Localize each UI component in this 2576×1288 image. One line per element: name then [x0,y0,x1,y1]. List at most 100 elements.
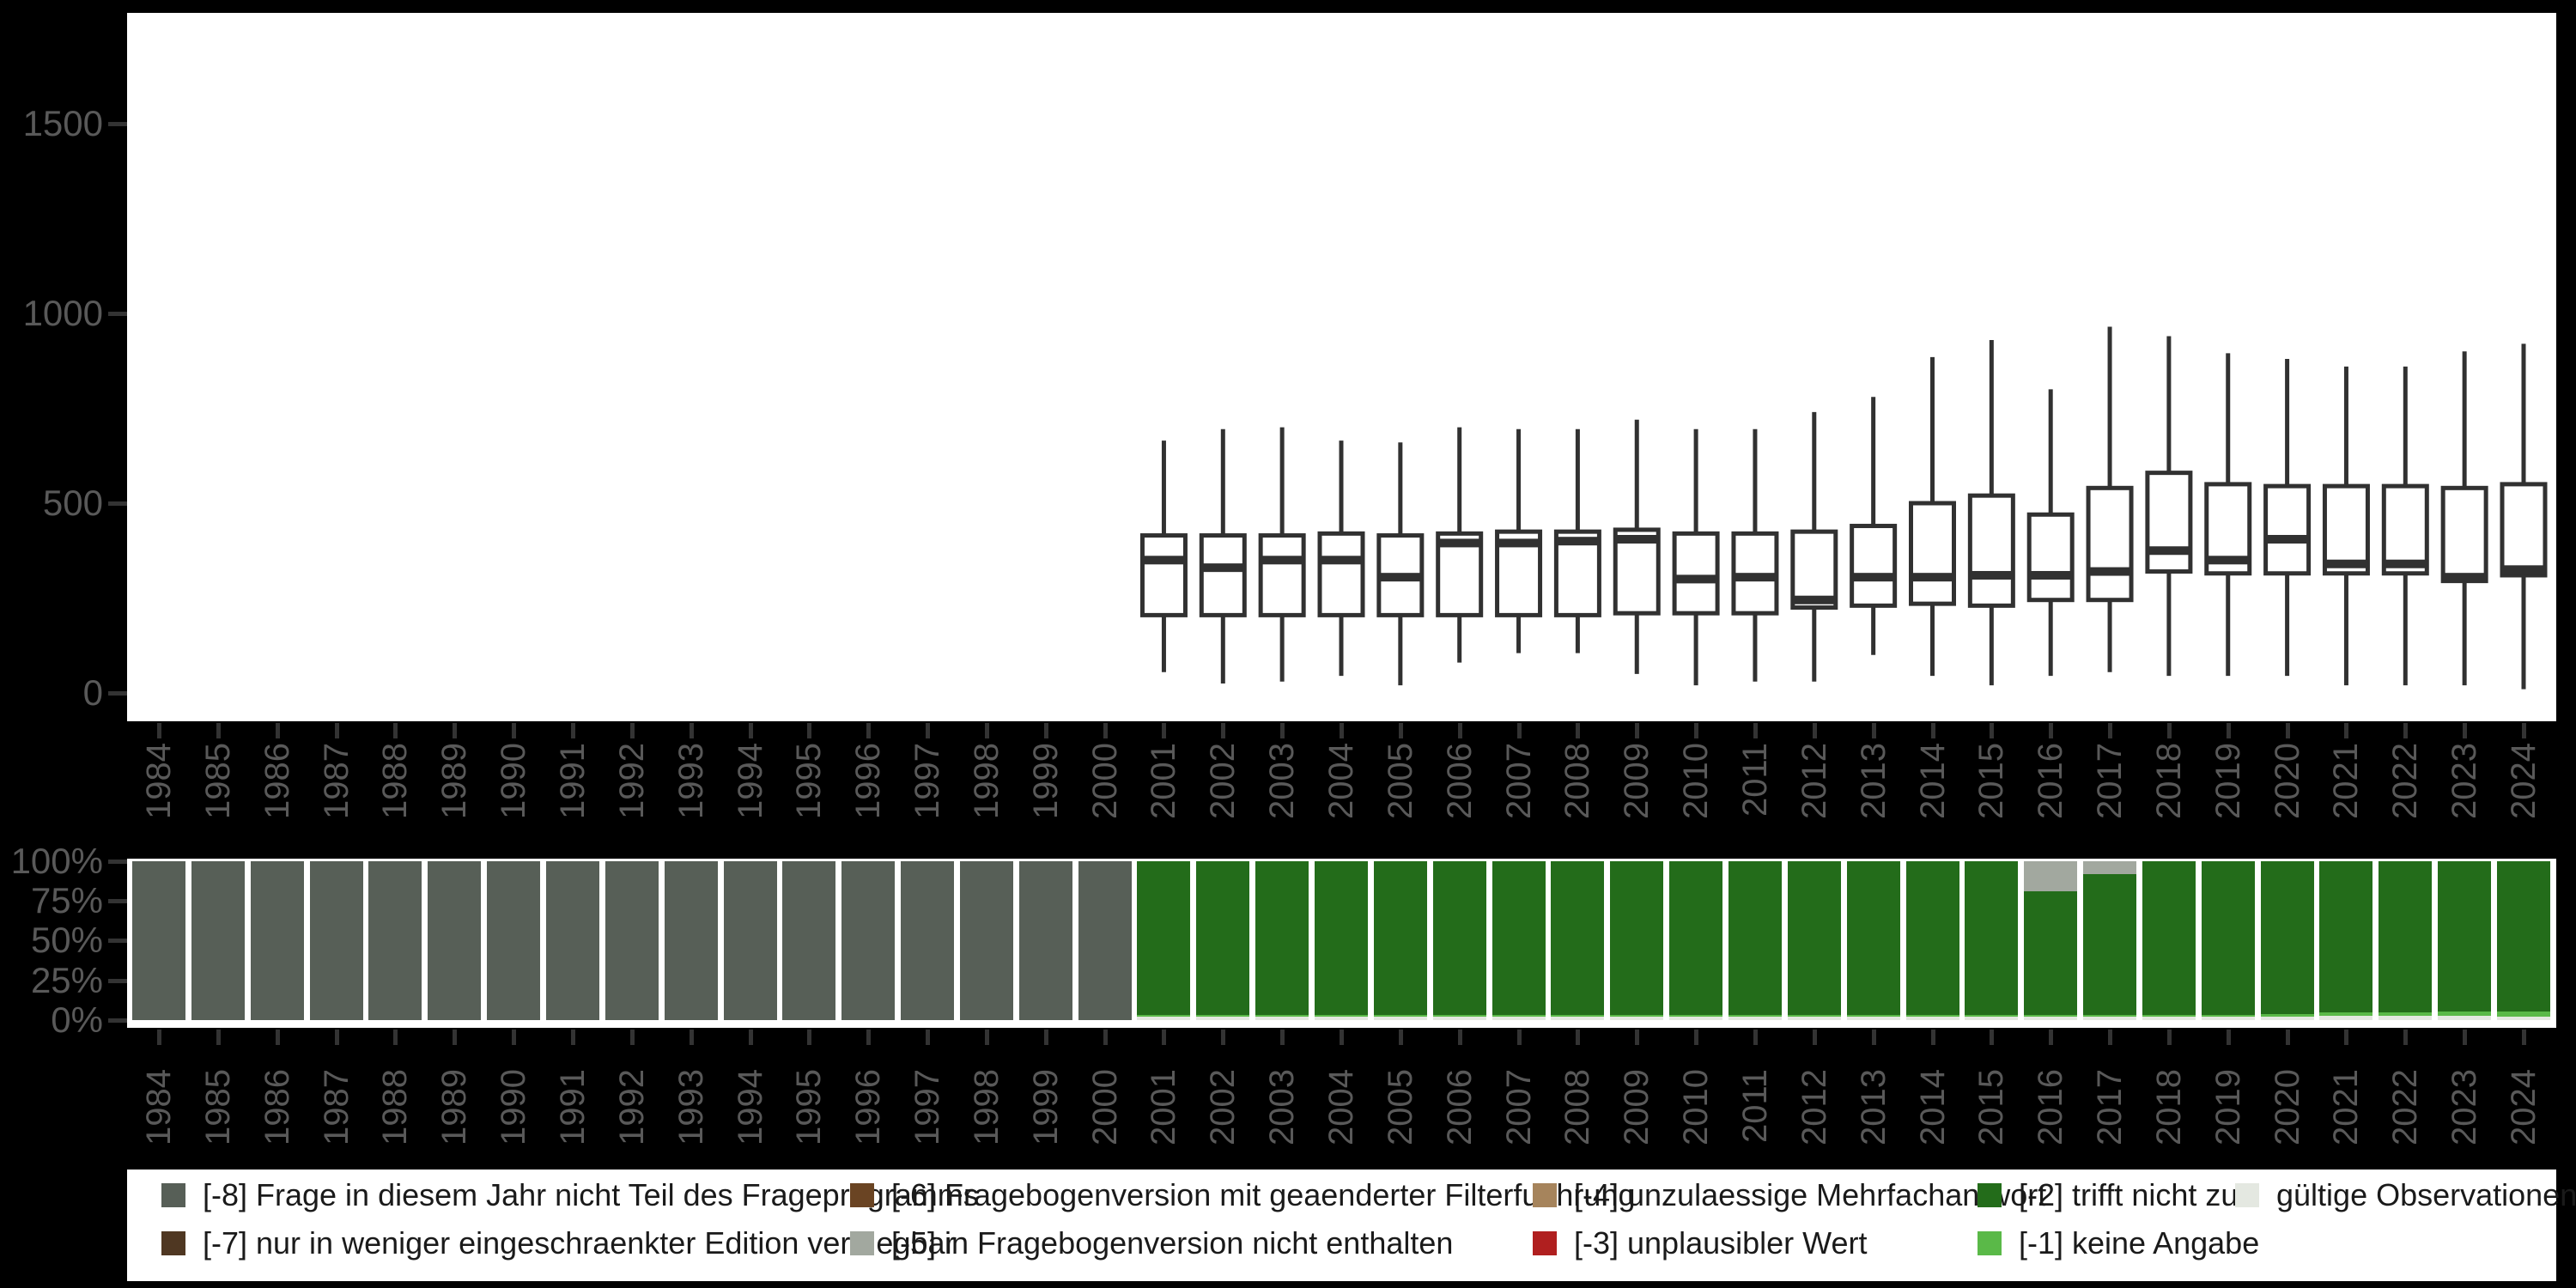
bar-segment-minus2 [2142,861,2196,1015]
legend-entry: [-7] nur in weniger eingeschraenkter Edi… [161,1225,956,1261]
bar-segment-minus8 [132,861,185,1021]
median-line [2502,565,2545,574]
bar-segment-valid [1610,1016,1664,1021]
legend-entry: [-3] unplausibler Wert [1533,1225,1868,1261]
legend-swatch [1533,1183,1557,1207]
x-tick-label-bottom: 2009 [1618,1069,1656,1145]
bar-segment-valid [2497,1016,2550,1021]
x-tick-mark-bottom [1990,1030,1995,1045]
iqr-box [2322,483,2370,576]
x-tick-label-bottom: 1998 [967,1069,1005,1145]
x-tick-label-top: 2007 [1499,743,1538,819]
iqr-box [1258,533,1306,617]
x-tick-label-bottom: 2021 [2327,1069,2366,1145]
x-tick-mark-bottom [2226,1030,2231,1045]
x-tick-label-bottom: 1994 [731,1069,769,1145]
x-tick-label-bottom: 2007 [1499,1069,1538,1145]
x-tick-label-bottom: 2014 [1913,1069,1952,1145]
x-tick-label-top: 2017 [2091,743,2129,819]
bar-segment-valid [1196,1016,1250,1021]
x-tick-mark-top [1280,723,1285,738]
bar-segment-minus2 [2260,861,2314,1014]
x-tick-label-top: 1993 [671,743,710,819]
x-tick-label-bottom: 2010 [1677,1069,1716,1145]
x-tick-label-bottom: 2005 [1381,1069,1419,1145]
median-line [1437,538,1481,548]
x-tick-label-bottom: 2008 [1558,1069,1597,1145]
legend-label: [-4] unzulaessige Mehrfachantwort [1574,1177,2047,1212]
legend-entry: [-5] in Fragebogenversion nicht enthalte… [850,1225,1453,1261]
bar-segment-valid [2024,1016,2078,1021]
x-tick-mark-bottom [1576,1030,1581,1045]
bar-segment-minus1 [1905,1014,1959,1017]
bar-segment-minus1 [1196,1014,1250,1017]
bar-1990 [487,861,541,1021]
iqr-box [1909,501,1956,606]
bar-segment-minus2 [1905,861,1959,1015]
legend-entry: gültige Observationen [2235,1177,2576,1212]
x-tick-mark-bottom [2166,1030,2172,1045]
x-tick-mark-top [1162,723,1167,738]
x-tick-label-bottom: 1995 [790,1069,829,1145]
x-tick-mark-top [157,723,161,738]
x-tick-label-bottom: 1987 [317,1069,355,1145]
legend-swatch [1978,1183,2002,1207]
x-tick-mark-top [2049,723,2054,738]
x-tick-label-top: 2012 [1795,743,1833,819]
x-tick-label-top: 2009 [1618,743,1656,819]
x-tick-label-top: 1991 [553,743,592,819]
bar-1992 [605,861,659,1021]
iqr-box [2440,485,2488,584]
median-line [1851,573,1895,582]
x-tick-mark-top [1871,723,1876,738]
x-tick-label-top: 2008 [1558,743,1597,819]
legend-entry: [-2] trifft nicht zu [1978,1177,2239,1212]
x-tick-mark-bottom [1103,1030,1108,1045]
bar-segment-minus1 [1373,1014,1427,1017]
bar-segment-minus1 [1315,1014,1368,1017]
bar-segment-minus1 [2319,1012,2373,1016]
boxplot-2011 [1731,428,1779,682]
bar-segment-minus1 [2201,1014,2255,1017]
x-tick-label-top: 2002 [1204,743,1242,819]
x-tick-mark-top [2166,723,2172,738]
bar-segment-minus2 [2024,891,2078,1015]
bar-2003 [1255,861,1309,1021]
x-tick-label-top: 2020 [2268,743,2306,819]
boxplot-2001 [1139,440,1188,672]
x-tick-label-bottom: 2023 [2445,1069,2484,1145]
bar-segment-valid [2260,1016,2314,1021]
bar-segment-minus2 [1315,861,1368,1015]
x-tick-mark-bottom [2285,1030,2290,1045]
bar-segment-valid [1315,1016,1368,1021]
x-tick-label-bottom: 2024 [2505,1069,2543,1145]
legend-label: [-1] keine Angabe [2019,1225,2260,1261]
y-tick-mark [108,122,127,126]
x-tick-label-bottom: 1986 [258,1069,296,1145]
iqr-box [1790,529,1838,611]
x-tick-mark-bottom [1162,1030,1167,1045]
x-tick-label-top: 1997 [908,743,947,819]
iqr-box [2500,482,2548,578]
bar-segment-minus1 [1255,1014,1309,1017]
x-tick-label-bottom: 1991 [553,1069,592,1145]
median-line [1970,570,2014,580]
x-tick-label-top: 2022 [2386,743,2425,819]
median-line [1733,573,1777,582]
bar-segment-valid [1965,1016,2019,1021]
bar-segment-minus1 [2379,1012,2433,1016]
bar-segment-minus1 [2260,1013,2314,1017]
bar-segment-minus2 [1610,861,1664,1015]
bar-2023 [2438,861,2492,1021]
bar-segment-minus8 [191,861,245,1021]
bar-segment-minus8 [487,861,541,1021]
x-tick-mark-bottom [984,1030,989,1045]
x-tick-mark-bottom [157,1030,161,1045]
x-tick-label-top: 2018 [2149,743,2188,819]
percent-tick-mark [108,899,127,904]
median-line [1911,573,1954,582]
boxplot-2013 [1850,397,1898,655]
x-tick-label-top: 2023 [2445,743,2484,819]
legend-label: [-2] trifft nicht zu [2019,1177,2239,1212]
